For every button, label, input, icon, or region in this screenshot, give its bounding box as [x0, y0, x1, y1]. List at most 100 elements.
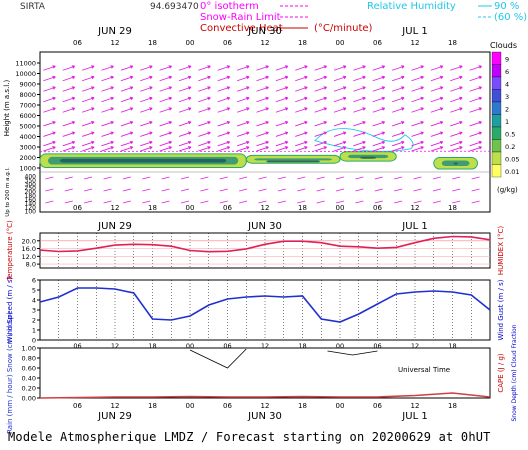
wind-barb: [198, 131, 211, 137]
wind-barb-low: [219, 200, 228, 204]
wind-barb: [140, 65, 153, 71]
wind-barb: [411, 86, 424, 92]
hour-label-low: 06: [373, 342, 381, 350]
wind-barb: [333, 120, 347, 127]
wind-barb: [159, 120, 172, 127]
height-tick-label: 3000: [19, 144, 36, 152]
wind-barb: [236, 96, 250, 103]
wind-barb-low: [64, 200, 73, 204]
wind-barb: [275, 65, 289, 71]
wind-barb: [217, 65, 231, 71]
wind-barb: [159, 131, 172, 137]
wind-barb: [256, 140, 269, 147]
wind-barb: [450, 96, 463, 103]
wind-barb-low: [432, 188, 441, 192]
wind-barb: [391, 146, 405, 152]
wind-barb: [372, 96, 386, 103]
wind-barb: [295, 120, 308, 127]
hour-label-mid: 06: [73, 204, 82, 212]
wind-barb: [120, 107, 134, 113]
series-line-precipitation: [39, 392, 491, 399]
wind-barb: [314, 96, 327, 103]
wind-barb-low: [258, 176, 267, 180]
clouds-scale-label: 6: [505, 68, 509, 76]
wind-barb-low: [471, 200, 480, 204]
panel-frame-temperature: [39, 232, 491, 269]
wind-barb: [43, 107, 56, 113]
wind-barb-low: [394, 176, 403, 180]
wind-barb-low: [200, 188, 209, 192]
wind-barb: [81, 107, 95, 113]
hour-label-mid: 18: [298, 204, 307, 212]
cloud-layer-dense: [360, 156, 377, 159]
y-tick-label: 1.00: [22, 345, 36, 353]
wind-barb: [140, 131, 153, 137]
clouds-scale-title: Clouds: [490, 41, 517, 50]
wind-barb: [140, 140, 153, 147]
hour-label-low: 12: [111, 342, 119, 350]
wind-barb: [469, 120, 482, 127]
wind-barb: [372, 131, 386, 137]
wind-barb-low: [471, 188, 480, 192]
height-low-tick-label: 300: [25, 181, 37, 188]
wind-barb: [120, 131, 134, 137]
wind-barb-low: [142, 176, 151, 180]
wind-barb: [391, 65, 405, 71]
wind-barb: [430, 131, 444, 137]
hour-label-top: 06: [223, 39, 232, 47]
wind-barb-low: [374, 188, 383, 192]
wind-barb: [159, 96, 172, 103]
wind-barb: [450, 65, 463, 71]
clouds-scale-label: 2: [505, 106, 509, 114]
right-axis-label-temperature: HUMIDEX (°C): [497, 226, 505, 275]
cloud-layer-dense: [266, 160, 320, 163]
wind-barb: [178, 75, 192, 82]
wind-barb-low: [142, 188, 151, 192]
wind-barb-low: [277, 176, 286, 180]
clouds-scale-swatch: [491, 101, 502, 115]
hour-label-bottom: 12: [111, 402, 120, 410]
y-tick-label: 16.0: [22, 245, 36, 253]
wind-barb: [159, 107, 172, 113]
cloud-layer-dense: [60, 158, 227, 163]
wind-barb: [469, 107, 482, 113]
wind-barb: [256, 131, 269, 137]
wind-barb: [236, 65, 250, 71]
y-tick-label: 0: [32, 337, 36, 345]
wind-barb: [43, 146, 56, 152]
hour-label-top: 12: [261, 39, 270, 47]
left-axis-label-temperature: Temperature (°C): [6, 220, 14, 282]
wind-barb: [256, 96, 269, 103]
wind-barb: [140, 120, 153, 127]
clouds-scale-label: 4: [505, 81, 509, 89]
wind-barb: [353, 96, 366, 103]
wind-barb: [430, 107, 444, 113]
wind-barb: [450, 140, 463, 147]
wind-barb: [372, 75, 386, 82]
clouds-scale-swatch: [491, 151, 502, 165]
wind-barb: [333, 96, 347, 103]
wind-barb: [295, 107, 308, 113]
wind-barb: [295, 131, 308, 137]
wind-barb: [159, 65, 172, 71]
clouds-scale-label: 9: [505, 56, 509, 64]
wind-barb: [198, 107, 211, 113]
wind-barb: [159, 146, 172, 152]
day-label-top: JUN 29: [97, 26, 132, 37]
wind-barb-low: [277, 200, 286, 204]
hour-label-bottom: 06: [373, 402, 382, 410]
wind-barb: [62, 131, 76, 137]
wind-barb: [314, 86, 327, 92]
wind-barb: [62, 96, 76, 103]
wind-barb: [275, 131, 289, 137]
wind-barb: [353, 131, 366, 137]
legend-rh-60: (60 %): [494, 12, 527, 23]
wind-barb: [353, 146, 366, 152]
wind-barb: [275, 86, 289, 92]
wind-barb: [236, 120, 250, 127]
clouds-scale-label: 1: [505, 118, 509, 126]
wind-barb: [333, 86, 347, 92]
wind-barb-low: [394, 188, 403, 192]
wind-barb-low: [161, 176, 170, 180]
wind-barb: [140, 75, 153, 82]
